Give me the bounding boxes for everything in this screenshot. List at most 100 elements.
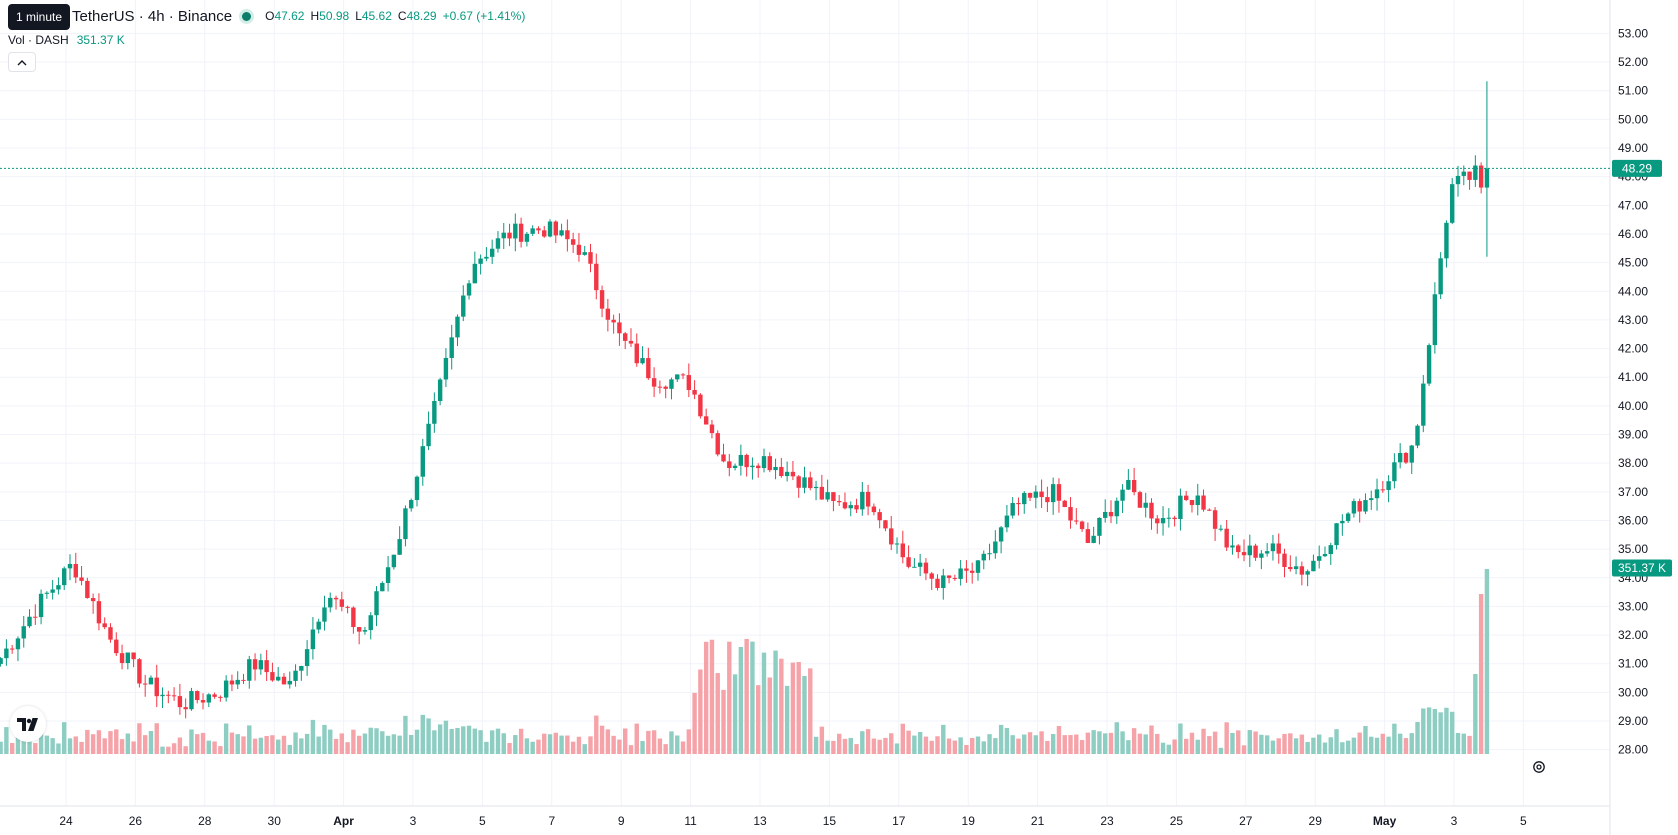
volume-bar bbox=[1079, 740, 1085, 754]
candle-body bbox=[889, 528, 894, 545]
candle-body bbox=[1328, 545, 1333, 555]
candle-body bbox=[1201, 495, 1206, 510]
volume-bar bbox=[623, 728, 628, 754]
candle-body bbox=[1270, 543, 1276, 552]
candle-body bbox=[964, 568, 969, 571]
volume-bar bbox=[1432, 708, 1438, 754]
volume-bar bbox=[732, 674, 738, 754]
volume-bar bbox=[640, 741, 645, 754]
time-tick-label: May bbox=[1373, 814, 1397, 828]
candle-body bbox=[663, 386, 668, 389]
time-tick-label: 19 bbox=[962, 814, 976, 828]
candle-body bbox=[686, 375, 692, 390]
candle-body bbox=[1253, 545, 1258, 558]
volume-bar bbox=[946, 738, 952, 754]
candle-body bbox=[1230, 545, 1235, 548]
volume-bar bbox=[212, 741, 217, 754]
candle-body bbox=[784, 471, 790, 477]
svg-text:48.29: 48.29 bbox=[1622, 161, 1652, 175]
volume-bar bbox=[1068, 735, 1073, 754]
candle-body bbox=[1010, 502, 1015, 516]
volume-bar bbox=[385, 735, 391, 754]
volume-bar bbox=[646, 730, 651, 754]
volume-value: 351.37 K bbox=[76, 33, 125, 47]
time-tick-label: 28 bbox=[198, 814, 212, 828]
candle-body bbox=[356, 627, 362, 632]
candle-body bbox=[299, 665, 304, 671]
volume-bar bbox=[813, 736, 819, 754]
candle-body bbox=[154, 677, 159, 697]
candle-body bbox=[570, 239, 576, 245]
candle-body bbox=[391, 554, 397, 568]
candle-body bbox=[790, 471, 796, 477]
candle-body bbox=[576, 244, 582, 255]
candle-body bbox=[472, 263, 478, 284]
time-axis[interactable]: 24 26 28 30 Apr 3 5 7 9 11 13 15 17 19 21 23 25 27 29 May 3 5 bbox=[59, 814, 1527, 828]
candle-body bbox=[1444, 222, 1449, 259]
candle-body bbox=[727, 461, 732, 469]
symbol-title[interactable]: TetherUS · 4h · Binance bbox=[72, 7, 233, 25]
candle-body bbox=[779, 466, 784, 477]
volume-bar bbox=[1473, 674, 1478, 754]
price-axis[interactable]: 28.0029.0030.0031.0032.0033.0034.0035.00… bbox=[1618, 26, 1648, 756]
tradingview-logo-icon[interactable] bbox=[10, 706, 46, 742]
candle-body bbox=[634, 343, 639, 364]
candle-body bbox=[1056, 484, 1062, 501]
price-tick-label: 30.00 bbox=[1618, 685, 1648, 699]
candle-body bbox=[1409, 445, 1414, 463]
candle-body bbox=[1155, 518, 1160, 524]
candle-body bbox=[831, 492, 836, 502]
high-value: H50.98 bbox=[310, 9, 350, 23]
market-status-icon[interactable] bbox=[242, 11, 252, 21]
candle-body bbox=[993, 541, 998, 554]
candle-body bbox=[276, 676, 281, 681]
settings-button[interactable] bbox=[1530, 758, 1548, 776]
candle-body bbox=[1392, 462, 1397, 482]
volume-bar bbox=[657, 738, 663, 754]
volume-bar bbox=[1108, 732, 1114, 754]
price-tick-label: 44.00 bbox=[1618, 284, 1648, 298]
volume-bar bbox=[183, 746, 188, 754]
candle-body bbox=[345, 606, 350, 608]
candle-body bbox=[183, 707, 188, 710]
volume-bar bbox=[1317, 734, 1322, 754]
price-tick-label: 52.00 bbox=[1618, 55, 1648, 69]
candle-body bbox=[1160, 518, 1166, 524]
volume-title[interactable]: Vol · DASH bbox=[8, 33, 69, 47]
candle-body bbox=[102, 623, 107, 628]
candle-body bbox=[987, 553, 992, 555]
volume-bar bbox=[368, 727, 373, 754]
volume-bar bbox=[1166, 744, 1172, 754]
candle-body bbox=[1397, 452, 1403, 463]
price-tick-label: 32.00 bbox=[1618, 628, 1648, 642]
candle-body bbox=[466, 283, 472, 296]
candle-body bbox=[917, 562, 923, 567]
volume-bar bbox=[27, 730, 32, 754]
volume-bar bbox=[1426, 707, 1432, 754]
candle-body bbox=[1317, 556, 1322, 561]
volume-bar bbox=[721, 689, 726, 754]
volume-bar bbox=[935, 736, 940, 754]
candle-body bbox=[524, 233, 530, 242]
candle-body bbox=[0, 658, 3, 664]
volume-bar bbox=[1033, 735, 1039, 754]
candle-body bbox=[218, 696, 223, 698]
volume-bar bbox=[114, 729, 119, 754]
volume-bar bbox=[96, 730, 102, 754]
volume-bar bbox=[912, 735, 917, 754]
volume-bar bbox=[1230, 732, 1235, 754]
volume-bar bbox=[1074, 734, 1079, 754]
volume-bar bbox=[455, 727, 460, 754]
price-tick-label: 29.00 bbox=[1618, 714, 1648, 728]
volume-bar bbox=[1056, 726, 1062, 754]
candle-body bbox=[4, 648, 9, 659]
collapse-legend-button[interactable] bbox=[8, 52, 36, 72]
volume-bar bbox=[900, 723, 905, 754]
candle-body bbox=[1293, 566, 1299, 570]
volume-bar bbox=[680, 741, 686, 754]
volume-bar bbox=[316, 736, 321, 754]
volume-bar bbox=[1444, 707, 1449, 754]
candle-body bbox=[981, 553, 986, 561]
candle-body bbox=[952, 577, 958, 579]
